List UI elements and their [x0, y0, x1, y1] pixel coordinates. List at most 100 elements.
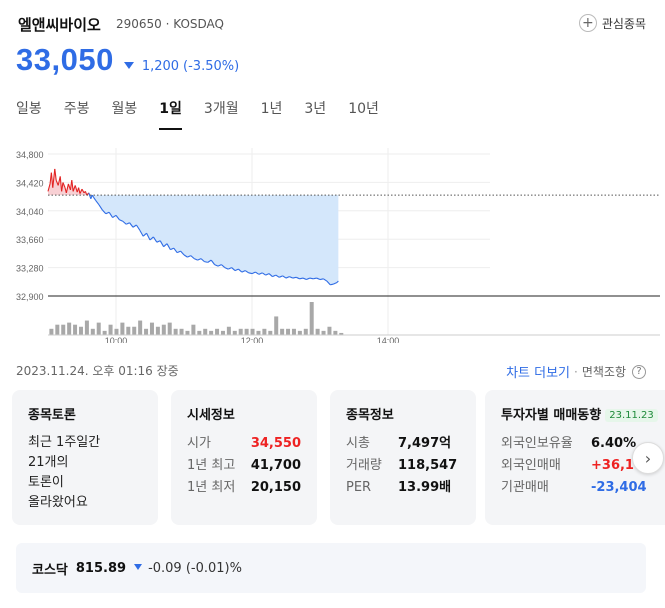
institution-trade-value: -23,404 — [591, 480, 647, 495]
tab-period[interactable]: 10년 — [348, 101, 379, 117]
price-line-segment — [330, 283, 334, 286]
chevron-right-icon: › — [644, 448, 652, 468]
tab-period[interactable]: 3년 — [304, 101, 327, 117]
price-line-segment — [52, 168, 56, 188]
year-high-label: 1년 최고 — [187, 458, 236, 473]
help-icon[interactable]: ? — [632, 364, 646, 379]
price-line-segment — [241, 270, 246, 273]
year-low-row: 1년 최저 20,150 — [187, 477, 301, 499]
price-line-segment — [302, 277, 307, 281]
volume-bar — [185, 330, 190, 335]
volume-bar — [167, 322, 172, 335]
price-line-segment — [78, 187, 81, 194]
index-value: 815.89 — [75, 560, 127, 576]
per-label: PER — [346, 480, 372, 495]
volume-bar — [73, 324, 78, 335]
more-chart-link[interactable]: 차트 더보기 — [506, 366, 570, 381]
price-line-segment — [159, 240, 165, 247]
price-line-segment — [207, 259, 212, 263]
y-tick-label: 34,420 — [16, 178, 44, 188]
price-line-segment — [170, 247, 175, 251]
forum-card[interactable]: 종목토론 최근 1주일간 21개의 토론이 올라왔어요 — [12, 390, 158, 525]
volume-bar — [61, 324, 66, 335]
chart-meta: 2023.11.24. 오후 01:16 장중 차트 더보기 · 면책조항 ? — [16, 362, 656, 381]
disclaimer-link[interactable]: 면책조항 — [581, 365, 626, 379]
price-line-segment — [119, 219, 124, 222]
price-line-segment — [248, 272, 253, 275]
volume-bar — [309, 302, 314, 335]
tab-period[interactable]: 일봉 — [16, 101, 42, 117]
price-line-segment — [62, 182, 66, 188]
price-line-segment — [285, 276, 290, 279]
market-index-bar[interactable]: 코스닥 815.89 -0.09 (-0.01)% — [16, 543, 646, 593]
price-line-segment — [221, 264, 226, 269]
volume-bar — [120, 322, 125, 335]
tab-period[interactable]: 월봉 — [111, 101, 138, 117]
tab-period[interactable]: 1년 — [260, 101, 283, 117]
volume-bar — [321, 330, 326, 335]
volume-bar — [67, 322, 72, 335]
price-line-segment — [112, 214, 117, 218]
price-line-segment — [244, 270, 249, 274]
price-line-segment — [255, 271, 260, 275]
volume-bar — [256, 330, 261, 335]
price-line-segment — [74, 185, 78, 193]
volume-bar — [250, 328, 255, 335]
volume-bar — [333, 330, 338, 335]
price-line-segment — [59, 176, 63, 192]
tab-period[interactable]: 주봉 — [63, 101, 90, 117]
price-line-segment — [152, 236, 158, 243]
price-info-card[interactable]: 시세정보 시가 34,550 1년 최고 41,700 1년 최저 20,150 — [171, 390, 317, 525]
price-line-segment — [183, 254, 188, 258]
price-line-segment — [115, 214, 120, 221]
price-line-segment — [282, 275, 287, 279]
price-line-segment — [278, 275, 283, 278]
forum-line: 21개의 — [28, 455, 69, 470]
volume-bar — [215, 328, 220, 335]
volume-bar — [197, 330, 202, 335]
volume-bar — [90, 328, 95, 335]
price-line-segment — [105, 211, 110, 215]
price-line-segment — [265, 273, 270, 276]
price-line-segment — [187, 255, 192, 258]
x-tick-label: 12:00 — [241, 336, 264, 343]
price-line-segment — [139, 229, 144, 237]
forum-card-body: 최근 1주일간 21개의 토론이 올라왔어요 — [28, 433, 142, 513]
chart-links: 차트 더보기 · 면책조항 ? — [506, 362, 646, 381]
price-info-title: 시세정보 — [187, 408, 235, 423]
foreign-trade-label: 외국인매매 — [501, 458, 561, 473]
y-tick-label: 34,800 — [16, 150, 44, 160]
chart-timestamp: 2023.11.24. 오후 01:16 장중 — [16, 364, 179, 378]
forum-line: 토론이 — [28, 475, 64, 490]
volume-bar — [244, 328, 249, 335]
period-tabs: 일봉 주봉 월봉 1일 3개월 1년 3년 10년 — [16, 98, 401, 130]
price-line-segment — [309, 277, 314, 280]
price-line-segment — [200, 258, 205, 263]
price-line-segment — [268, 273, 273, 277]
tab-period[interactable]: 1일 — [159, 98, 182, 130]
price-line-segment — [98, 204, 103, 211]
stock-name[interactable]: 엘앤씨바이오 — [18, 16, 101, 34]
volume-bar — [203, 328, 208, 335]
year-low-label: 1년 최저 — [187, 480, 236, 495]
volume-bar — [220, 330, 225, 335]
price-chart[interactable]: 34,800 34,420 34,040 33,660 33,280 32,900 10:0… — [0, 138, 665, 343]
price-line-segment — [61, 182, 64, 192]
price-line-segment — [217, 264, 222, 267]
price-line-segment — [54, 168, 57, 181]
price-line-segment — [84, 191, 88, 196]
volume-bar — [155, 326, 160, 335]
watchlist-button[interactable]: + 관심종목 — [578, 14, 646, 32]
volume-bar — [78, 326, 83, 335]
x-tick-label: 10:00 — [105, 336, 128, 343]
next-card-button[interactable]: › — [632, 442, 664, 474]
volume-bar — [232, 330, 237, 335]
price-line-segment — [146, 232, 151, 241]
tab-period[interactable]: 3개월 — [203, 101, 239, 117]
foreign-holding-row: 외국인보유율 6.40% — [501, 433, 659, 455]
price-line-segment — [173, 247, 178, 253]
volume-bar — [226, 326, 231, 335]
price-line-segment — [65, 183, 69, 193]
stock-info-card[interactable]: 종목정보 시총 7,497억 거래량 118,547 PER 13.99배 — [330, 390, 476, 525]
price-line-segment — [71, 180, 74, 192]
